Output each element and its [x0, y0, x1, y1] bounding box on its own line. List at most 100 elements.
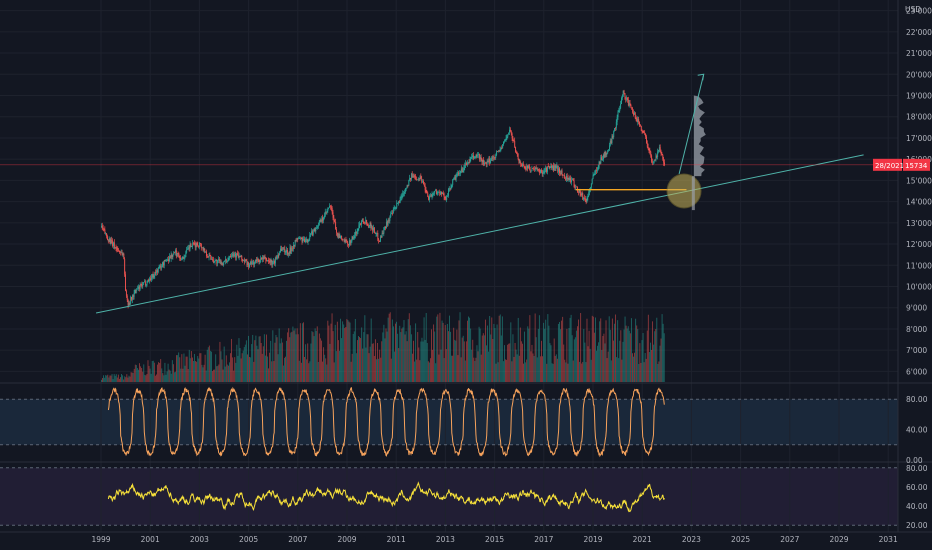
candle-body	[407, 185, 409, 187]
volume-bar	[358, 336, 359, 382]
candle-body	[524, 167, 526, 169]
candle-body	[265, 257, 267, 261]
candle-body	[269, 261, 271, 263]
candle-body	[157, 268, 159, 273]
candle-body	[494, 157, 496, 158]
volume-bar	[147, 360, 149, 382]
x-tick-label: 2023	[682, 535, 701, 544]
volume-bar	[531, 344, 533, 382]
candle-body	[556, 165, 558, 167]
candle-body	[567, 177, 569, 180]
candle-body	[368, 226, 370, 227]
volume-bar	[586, 318, 588, 382]
candle-body	[435, 190, 436, 192]
volume-bar	[189, 358, 191, 382]
volume-bar	[519, 327, 521, 382]
candle-body	[286, 250, 288, 253]
candle-body	[624, 93, 626, 98]
volume-bar	[356, 340, 358, 382]
volume-bar	[299, 323, 301, 382]
candle-body	[571, 180, 573, 183]
candle-body	[225, 259, 227, 262]
candle-body	[346, 240, 348, 242]
candle-body	[334, 221, 336, 223]
volume-bar	[416, 359, 418, 382]
volume-bar	[460, 357, 462, 382]
candle-body	[476, 154, 478, 156]
candle-body	[379, 240, 381, 242]
candle-body	[209, 254, 211, 256]
grid	[0, 0, 932, 533]
volume-bar	[644, 353, 646, 382]
volume-bar	[536, 357, 538, 382]
volume-bar	[128, 375, 130, 382]
volume-bar	[636, 325, 638, 382]
candle-body	[577, 191, 579, 193]
volume-bar	[245, 340, 247, 382]
volume-bar	[255, 335, 257, 382]
candle-body	[227, 258, 229, 262]
candle-body	[591, 178, 593, 184]
volume-bar	[157, 364, 158, 382]
candle-body	[196, 243, 198, 245]
candle-body	[340, 235, 342, 237]
volume-bar	[121, 373, 122, 382]
volume-bar	[421, 337, 423, 382]
volume-bar	[222, 369, 224, 382]
y-tick-label: 10'000	[906, 283, 932, 292]
volume-bar	[200, 353, 202, 382]
candle-body	[171, 254, 173, 258]
volume-bar	[633, 356, 634, 382]
volume-bar	[333, 362, 335, 382]
volume-bar	[208, 345, 210, 382]
candle-body	[604, 152, 606, 157]
candle-body	[537, 168, 539, 170]
candle-body	[237, 253, 238, 255]
candle-body	[451, 184, 453, 186]
candle-body	[400, 196, 402, 198]
volume-bar	[241, 353, 243, 382]
osc2-tick-label: 20.00	[906, 521, 928, 530]
volume-bar	[476, 345, 478, 382]
candle-body	[299, 238, 300, 239]
candle-body	[487, 161, 489, 163]
candle-body	[559, 173, 561, 175]
volume-bar	[598, 342, 600, 382]
osc1-band	[0, 399, 898, 445]
volume-bar	[152, 360, 154, 382]
volume-bar	[259, 336, 261, 382]
volume-bar	[298, 360, 300, 382]
candle-body	[131, 295, 133, 300]
candle-body	[354, 231, 356, 236]
volume-bar	[406, 341, 408, 382]
volume-bar	[108, 377, 110, 382]
volume-bar	[395, 323, 396, 382]
candle-body	[473, 158, 475, 159]
candle-body	[154, 272, 156, 276]
volume-bar	[488, 351, 490, 382]
candle-body	[399, 197, 401, 203]
volume-bar	[440, 349, 442, 382]
candle-body	[653, 160, 655, 163]
volume-bar	[433, 324, 435, 382]
volume-bar	[346, 319, 348, 382]
candle-body	[490, 160, 492, 164]
candle-body	[584, 197, 585, 199]
candle-body	[459, 173, 461, 174]
volume-bar	[122, 375, 124, 382]
candle-body	[498, 150, 500, 151]
volume-bar	[432, 349, 433, 382]
candle-body	[423, 181, 424, 185]
volume-bar	[539, 356, 541, 382]
candle-body	[418, 178, 420, 180]
volume-bar	[114, 375, 116, 382]
volume-bar	[592, 316, 594, 382]
candle-body	[416, 179, 418, 180]
volume-bar	[404, 334, 406, 382]
candle-body	[393, 208, 395, 210]
volume-bar	[350, 361, 352, 382]
candle-body	[357, 228, 359, 232]
candle-body	[542, 172, 544, 175]
volume-bar	[186, 356, 188, 382]
